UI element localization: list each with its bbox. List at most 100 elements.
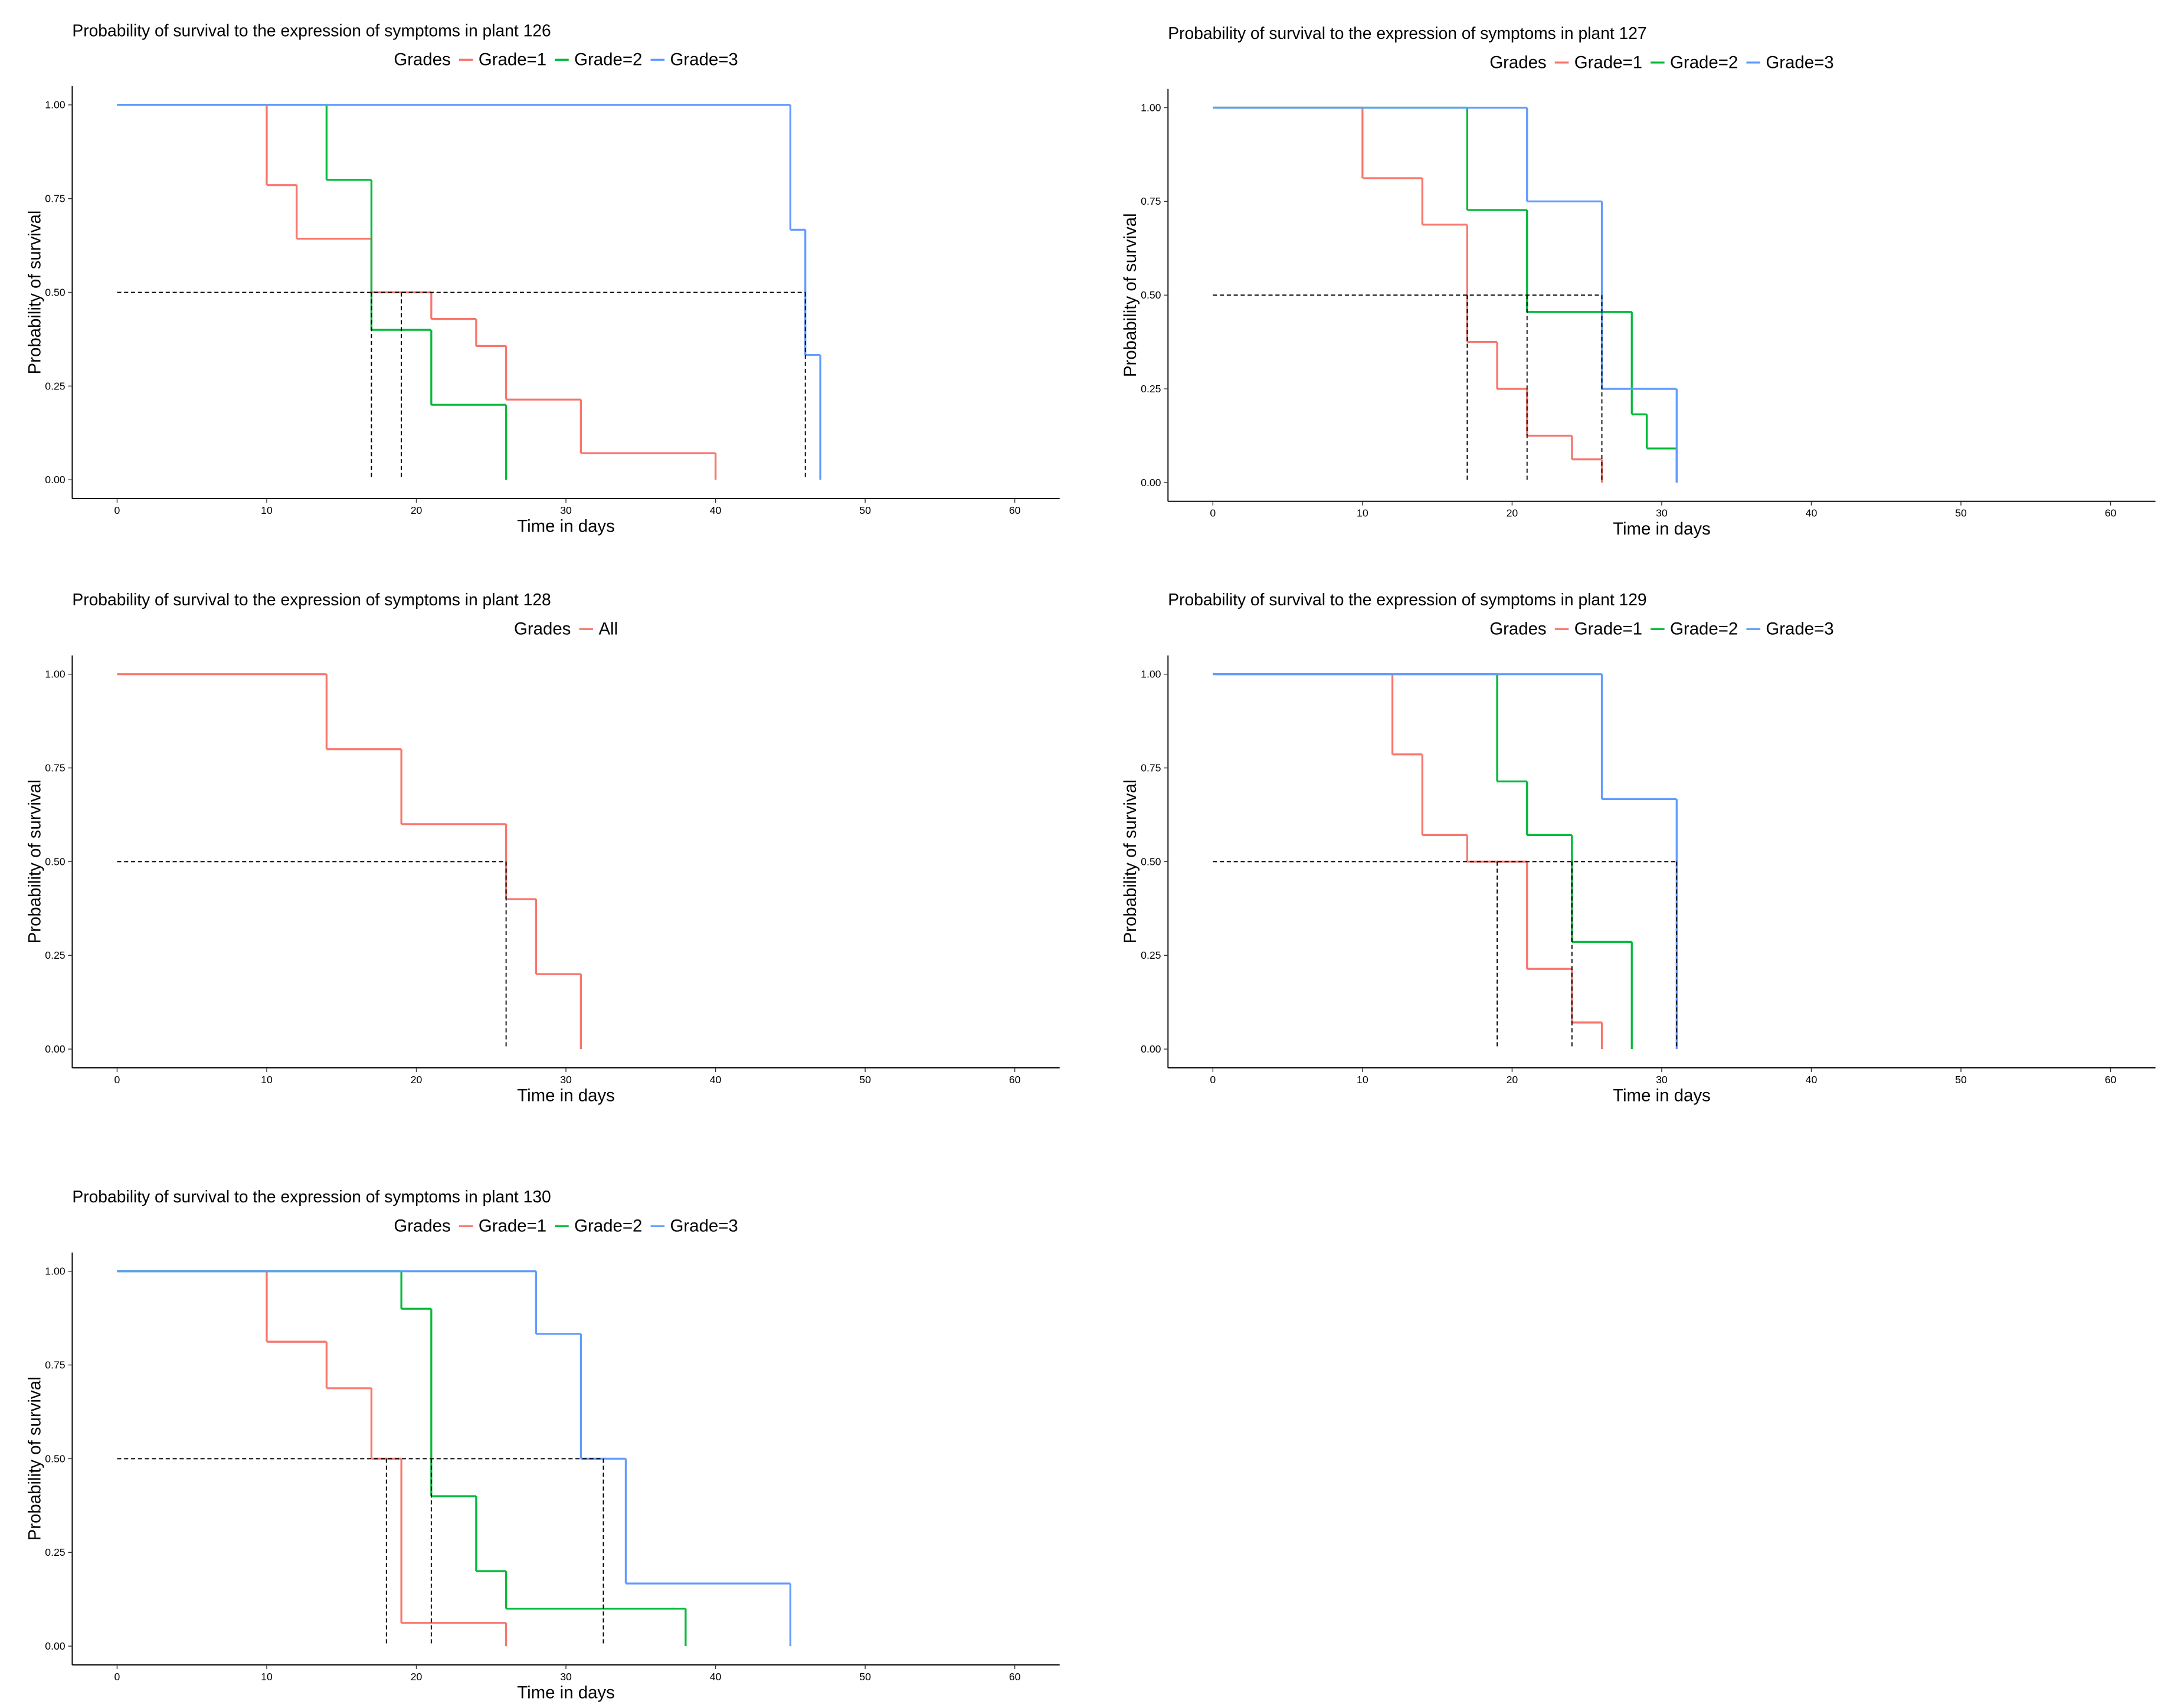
x-tick-label: 30 [1656, 1074, 1668, 1086]
chart-title: Probability of survival to the expressio… [1168, 590, 1646, 609]
y-tick-label: 0.75 [45, 193, 66, 205]
x-tick-label: 30 [560, 1074, 572, 1086]
x-tick-label: 0 [1210, 1074, 1216, 1086]
legend-label: Grade=2 [574, 50, 642, 70]
y-tick-label: 0.50 [1141, 289, 1161, 301]
y-tick-label: 1.00 [45, 1266, 66, 1277]
x-tick-label: 0 [114, 504, 120, 516]
y-tick-label: 1.00 [45, 668, 66, 680]
x-tick-label: 50 [1955, 1074, 1967, 1086]
y-tick-label: 0.75 [1141, 195, 1161, 207]
legend-title: Grades [1489, 619, 1546, 639]
y-tick-label: 0.50 [1141, 855, 1161, 867]
legend: Grades Grade=1 Grade=2 Grade=3 [1489, 53, 1833, 72]
legend-label: Grade=3 [670, 50, 738, 70]
legend: Grades Grade=1 Grade=2 Grade=3 [1489, 619, 1833, 639]
x-tick-label: 50 [859, 1671, 871, 1683]
x-tick-label: 10 [1357, 507, 1368, 519]
x-tick-label: 20 [411, 1671, 423, 1683]
y-axis-label: Probability of survival [1121, 213, 1140, 377]
x-tick-label: 10 [261, 1074, 273, 1086]
y-tick-label: 0.50 [45, 286, 66, 298]
legend-title: Grades [394, 1217, 450, 1236]
x-tick-label: 20 [411, 1074, 423, 1086]
x-tick-label: 50 [859, 504, 871, 516]
x-tick-label: 50 [859, 1074, 871, 1086]
x-tick-label: 30 [560, 504, 572, 516]
y-tick-label: 0.00 [45, 474, 66, 486]
x-axis-label: Time in days [1613, 519, 1711, 539]
x-tick-label: 40 [1806, 1074, 1818, 1086]
y-tick-label: 0.25 [1141, 383, 1161, 395]
y-tick-label: 1.00 [1141, 668, 1161, 680]
y-tick-label: 0.00 [45, 1640, 66, 1652]
y-axis-label: Probability of survival [25, 780, 44, 944]
x-tick-label: 10 [261, 504, 273, 516]
y-tick-label: 0.25 [1141, 949, 1161, 961]
chart: Probability of survival to the expressio… [1121, 24, 2156, 539]
x-tick-label: 40 [710, 504, 722, 516]
x-tick-label: 60 [1009, 1671, 1021, 1683]
x-tick-label: 10 [261, 1671, 273, 1683]
legend-label: Grade=3 [670, 1217, 738, 1236]
x-axis-label: Time in days [517, 1683, 615, 1702]
chart-title: Probability of survival to the expressio… [1168, 24, 1646, 42]
x-tick-label: 20 [1507, 1074, 1518, 1086]
y-tick-label: 0.75 [45, 1359, 66, 1371]
y-axis-label: Probability of survival [25, 211, 44, 375]
x-tick-label: 50 [1955, 507, 1967, 519]
y-tick-label: 0.25 [45, 1546, 66, 1558]
legend-label: Grade=1 [479, 1217, 546, 1236]
y-tick-label: 0.00 [1141, 1043, 1161, 1055]
chart-title: Probability of survival to the expressio… [72, 1187, 551, 1206]
chart: Probability of survival to the expressio… [25, 21, 1060, 536]
y-tick-label: 0.50 [45, 855, 66, 867]
x-tick-label: 60 [1009, 1074, 1021, 1086]
x-tick-label: 0 [114, 1671, 120, 1683]
x-tick-label: 60 [2105, 1074, 2117, 1086]
chart-title: Probability of survival to the expressio… [72, 590, 551, 609]
y-tick-label: 0.00 [1141, 477, 1161, 489]
legend-label: Grade=2 [574, 1217, 642, 1236]
x-tick-label: 20 [1507, 507, 1518, 519]
y-tick-label: 0.25 [45, 949, 66, 961]
y-tick-label: 0.00 [45, 1043, 66, 1055]
x-tick-label: 30 [1656, 507, 1668, 519]
chart: Probability of survival to the expressio… [25, 1187, 1060, 1702]
y-axis-label: Probability of survival [25, 1377, 44, 1541]
legend: Grades All [514, 619, 618, 639]
x-axis-label: Time in days [517, 516, 615, 536]
legend-label: Grade=3 [1766, 53, 1833, 72]
y-axis-label: Probability of survival [1121, 780, 1140, 944]
x-tick-label: 20 [411, 504, 423, 516]
y-tick-label: 0.75 [1141, 762, 1161, 773]
legend: Grades Grade=1 Grade=2 Grade=3 [394, 1217, 738, 1236]
y-tick-label: 0.50 [45, 1453, 66, 1464]
legend-label: Grade=2 [1670, 619, 1738, 639]
legend-label: Grade=1 [479, 50, 546, 70]
x-tick-label: 40 [710, 1671, 722, 1683]
x-axis-label: Time in days [1613, 1086, 1711, 1105]
chart: Probability of survival to the expressio… [1121, 590, 2156, 1105]
legend-label: Grade=1 [1574, 619, 1642, 639]
x-tick-label: 10 [1357, 1074, 1368, 1086]
chart: Probability of survival to the expressio… [25, 590, 1060, 1105]
legend-label: Grade=3 [1766, 619, 1833, 639]
legend-title: Grades [514, 619, 571, 639]
legend-label: Grade=2 [1670, 53, 1738, 72]
legend-title: Grades [1489, 53, 1546, 72]
legend-label: All [598, 619, 618, 639]
x-tick-label: 60 [1009, 504, 1021, 516]
legend-label: Grade=1 [1574, 53, 1642, 72]
y-tick-label: 0.25 [45, 380, 66, 392]
x-axis-label: Time in days [517, 1086, 615, 1105]
y-tick-label: 1.00 [1141, 101, 1161, 113]
legend: Grades Grade=1 Grade=2 Grade=3 [394, 50, 738, 70]
x-tick-label: 60 [2105, 507, 2117, 519]
chart-title: Probability of survival to the expressio… [72, 21, 551, 40]
x-tick-label: 0 [1210, 507, 1216, 519]
x-tick-label: 0 [114, 1074, 120, 1086]
x-tick-label: 40 [1806, 507, 1818, 519]
